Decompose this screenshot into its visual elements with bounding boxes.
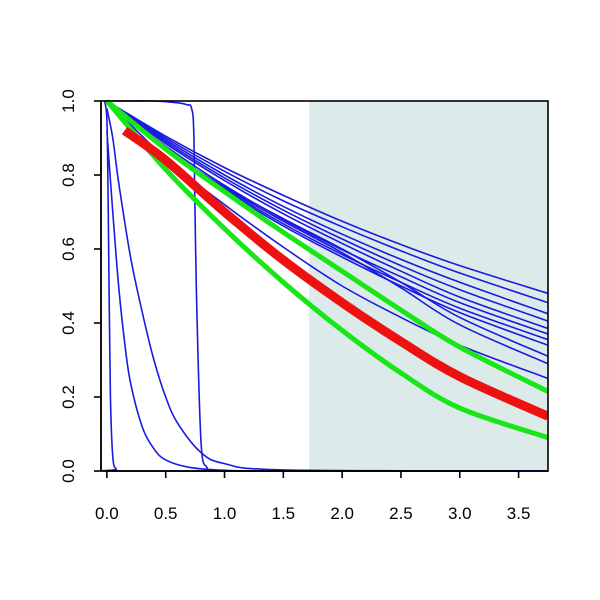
series-line-blue-0 — [106, 100, 548, 295]
y-tick-label: 0.2 — [59, 385, 78, 409]
y-tick-label: 1.0 — [59, 89, 78, 113]
x-tick-label: 3.5 — [507, 504, 531, 523]
series-line-blue-12 — [106, 108, 548, 472]
axes-layer: 0.0 0.5 1.0 1.5 2.0 2.5 3.0 3.5 0.0 0.2 0.4 0.6 0.8 1… — [59, 89, 549, 523]
series-line-green-16 — [104, 99, 548, 441]
series-line-blue-2 — [106, 100, 548, 315]
x-tick-label: 2.0 — [330, 504, 354, 523]
y-tick-label: 0.4 — [59, 311, 78, 335]
series-line-green-15 — [105, 99, 548, 394]
series-line-blue-3 — [106, 100, 548, 322]
y-tick-label: 0.6 — [59, 237, 78, 261]
series-line-blue-1 — [106, 100, 548, 304]
x-tick-label: 2.5 — [389, 504, 413, 523]
series-line-blue-4 — [106, 100, 548, 330]
x-tick-label: 0.0 — [95, 504, 119, 523]
y-tick-label: 0.8 — [59, 163, 78, 187]
x-tick-label: 3.0 — [448, 504, 472, 523]
shaded-region — [309, 101, 548, 471]
series-line-red-17 — [121, 126, 548, 421]
x-tick-label: 1.0 — [213, 504, 237, 523]
x-tick-label: 1.5 — [272, 504, 296, 523]
y-tick-label: 0.0 — [59, 459, 78, 483]
series-line-blue-5 — [106, 100, 548, 335]
shaded-region-layer — [309, 101, 548, 471]
x-tick-label: 0.5 — [154, 504, 178, 523]
